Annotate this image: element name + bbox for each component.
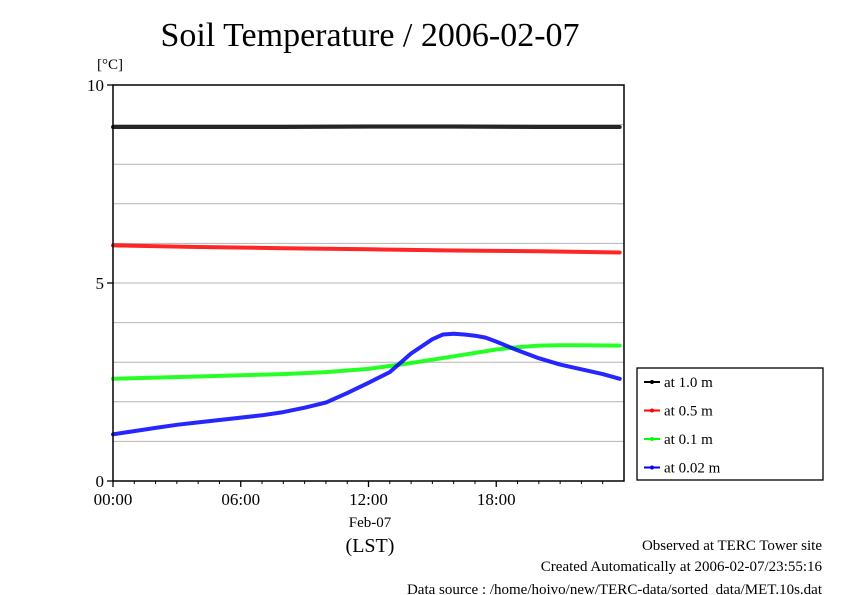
footer-observed-site: Observed at TERC Tower site	[642, 538, 822, 554]
legend-marker	[650, 465, 654, 470]
y-axis-ticks: 0 5 10	[87, 76, 113, 491]
footer-data-source: Data source : /home/hoivo/new/TERC-data/…	[407, 582, 823, 595]
footer-created-time: Created Automatically at 2006-02-07/23:5…	[541, 559, 823, 575]
legend-marker	[650, 380, 654, 384]
legend-entry-label: at 0.5 m	[664, 404, 713, 420]
series-layer	[111, 124, 622, 437]
y-tick-label: 5	[96, 274, 105, 293]
chart-title: Soil Temperature / 2006-02-07	[160, 17, 579, 54]
x-tick-label: 18:00	[477, 490, 516, 509]
x-tick-label: 12:00	[349, 490, 388, 509]
x-axis-date-label: Feb-07	[349, 515, 392, 531]
legend: at 1.0 m at 0.5 m at 0.1 m at 0.02 m	[636, 367, 824, 481]
series-line-at-0-5-m	[111, 243, 622, 255]
legend-box	[636, 367, 824, 481]
y-tick-label: 10	[87, 76, 104, 95]
x-axis-ticks: 00:00 06:00 12:00 18:00	[94, 481, 604, 509]
series-line-at-0-02-m	[111, 331, 622, 437]
legend-entry-label: at 0.02 m	[664, 461, 721, 477]
x-tick-label: 00:00	[94, 490, 133, 509]
legend-marker	[650, 437, 654, 441]
gridlines	[113, 124, 624, 442]
x-axis-label: (LST)	[346, 535, 395, 557]
legend-entry-label: at 1.0 m	[664, 375, 713, 391]
legend-entry-label: at 0.1 m	[664, 432, 713, 448]
plot-area-frame	[112, 84, 625, 482]
y-axis-unit: [°C]	[97, 57, 123, 73]
legend-marker	[650, 408, 654, 413]
y-tick-label: 0	[96, 472, 105, 491]
x-tick-label: 06:00	[221, 490, 260, 509]
series-line-at-0-1-m	[111, 343, 622, 381]
